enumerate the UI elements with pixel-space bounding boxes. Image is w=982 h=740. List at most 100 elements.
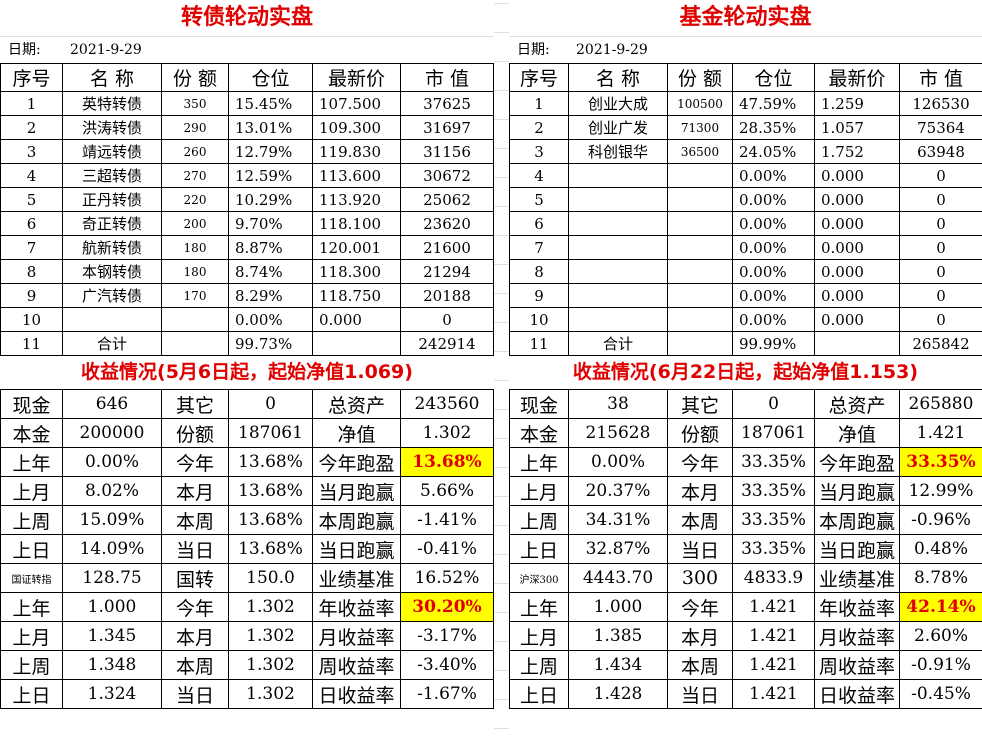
summary-label[interactable]: 本周 (667, 505, 733, 535)
summary-value[interactable]: 12.99% (899, 476, 982, 506)
cell[interactable]: 0 (899, 307, 982, 332)
cell[interactable]: 广汽转债 (62, 283, 162, 308)
summary-value[interactable]: 187061 (228, 418, 313, 448)
summary-label[interactable]: 本周跑赢 (312, 505, 401, 535)
cell[interactable]: 0.000 (814, 163, 900, 188)
summary-value[interactable]: 33.35% (732, 476, 815, 506)
cell[interactable]: 0.000 (814, 307, 900, 332)
summary-label[interactable]: 本月 (161, 621, 229, 651)
cell[interactable]: 350 (161, 91, 229, 116)
cell[interactable]: 0 (899, 163, 982, 188)
cell[interactable]: 1.752 (814, 139, 900, 164)
summary-label[interactable]: 月收益率 (312, 621, 401, 651)
summary-value[interactable]: 1.428 (568, 679, 668, 709)
summary-label[interactable]: 周收益率 (814, 650, 900, 680)
cell[interactable]: 3 (509, 139, 569, 164)
cell[interactable] (568, 259, 668, 284)
summary-label[interactable]: 上月 (509, 476, 569, 506)
summary-label[interactable]: 本周 (161, 650, 229, 680)
column-header[interactable]: 名 称 (568, 63, 668, 92)
summary-label[interactable]: 今年跑盈 (814, 447, 900, 477)
cell[interactable]: 0.000 (814, 235, 900, 260)
cell[interactable]: 290 (161, 115, 229, 140)
summary-value[interactable]: 8.78% (899, 563, 982, 593)
cell[interactable]: 10 (509, 307, 569, 332)
cell[interactable]: 118.750 (312, 283, 401, 308)
cell[interactable]: 0.00% (732, 211, 815, 236)
cell[interactable]: 265842 (899, 331, 982, 356)
summary-value[interactable]: 187061 (732, 418, 815, 448)
summary-label[interactable]: 本月 (161, 476, 229, 506)
cell[interactable]: 0.00% (732, 235, 815, 260)
summary-label[interactable]: 300 (667, 563, 733, 593)
cell[interactable] (62, 307, 162, 332)
summary-label[interactable]: 当日 (667, 679, 733, 709)
summary-value[interactable]: 13.68% (228, 476, 313, 506)
cell[interactable]: 0.000 (814, 259, 900, 284)
cell[interactable]: 30672 (400, 163, 494, 188)
summary-value[interactable]: 8.02% (62, 476, 162, 506)
summary-label[interactable]: 上日 (509, 679, 569, 709)
summary-value[interactable]: 1.302 (228, 650, 313, 680)
summary-value[interactable]: 0.00% (62, 447, 162, 477)
cell[interactable]: 37625 (400, 91, 494, 116)
cell[interactable]: 本钢转债 (62, 259, 162, 284)
summary-value[interactable]: -1.67% (400, 679, 494, 709)
cell[interactable]: 1.259 (814, 91, 900, 116)
cell[interactable] (312, 331, 401, 356)
summary-value[interactable]: 13.68% (228, 447, 313, 477)
summary-value[interactable]: 1.434 (568, 650, 668, 680)
summary-label[interactable]: 当日跑赢 (312, 534, 401, 564)
cell[interactable]: 260 (161, 139, 229, 164)
cell[interactable]: 28.35% (732, 115, 815, 140)
cell[interactable]: 71300 (667, 115, 733, 140)
summary-label[interactable]: 国转 (161, 563, 229, 593)
summary-value[interactable]: 265880 (899, 389, 982, 419)
cell[interactable]: 75364 (899, 115, 982, 140)
summary-value[interactable]: 34.31% (568, 505, 668, 535)
summary-label[interactable]: 本金 (509, 418, 569, 448)
cell[interactable]: 0 (899, 235, 982, 260)
summary-value[interactable]: -0.91% (899, 650, 982, 680)
column-header[interactable]: 名 称 (62, 63, 162, 92)
column-header[interactable]: 序号 (0, 63, 63, 92)
summary-label[interactable]: 上月 (0, 476, 63, 506)
cell[interactable]: 242914 (400, 331, 494, 356)
cell[interactable]: 6 (509, 211, 569, 236)
summary-label[interactable]: 今年 (667, 447, 733, 477)
cell[interactable]: 8 (509, 259, 569, 284)
column-header[interactable]: 市 值 (400, 63, 494, 92)
summary-label[interactable]: 今年 (161, 592, 229, 622)
cell[interactable]: 31156 (400, 139, 494, 164)
summary-value[interactable]: 1.000 (568, 592, 668, 622)
cell[interactable]: 31697 (400, 115, 494, 140)
summary-value[interactable]: 20.37% (568, 476, 668, 506)
cell[interactable]: 23620 (400, 211, 494, 236)
cell[interactable]: 0.00% (732, 307, 815, 332)
summary-label[interactable]: 其它 (667, 389, 733, 419)
cell[interactable]: 118.300 (312, 259, 401, 284)
summary-label[interactable]: 上周 (0, 650, 63, 680)
summary-value[interactable]: 2.60% (899, 621, 982, 651)
cell[interactable]: 洪涛转债 (62, 115, 162, 140)
summary-label[interactable]: 本月 (667, 476, 733, 506)
cell[interactable]: 24.05% (732, 139, 815, 164)
summary-label[interactable]: 上年 (509, 592, 569, 622)
cell[interactable] (568, 211, 668, 236)
cell[interactable] (667, 187, 733, 212)
column-header[interactable]: 最新价 (814, 63, 900, 92)
cell[interactable]: 36500 (667, 139, 733, 164)
cell[interactable]: 120.001 (312, 235, 401, 260)
summary-value[interactable]: 1.302 (228, 621, 313, 651)
summary-value[interactable]: 42.14% (899, 592, 982, 622)
summary-value[interactable]: 1.385 (568, 621, 668, 651)
cell[interactable]: 107.500 (312, 91, 401, 116)
cell[interactable]: 1 (0, 91, 63, 116)
summary-label[interactable]: 本周 (667, 650, 733, 680)
cell[interactable] (667, 307, 733, 332)
cell[interactable]: 0.000 (814, 283, 900, 308)
summary-label[interactable]: 本金 (0, 418, 63, 448)
cell[interactable]: 8.74% (228, 259, 313, 284)
cell[interactable]: 13.01% (228, 115, 313, 140)
summary-label[interactable]: 本月 (667, 621, 733, 651)
